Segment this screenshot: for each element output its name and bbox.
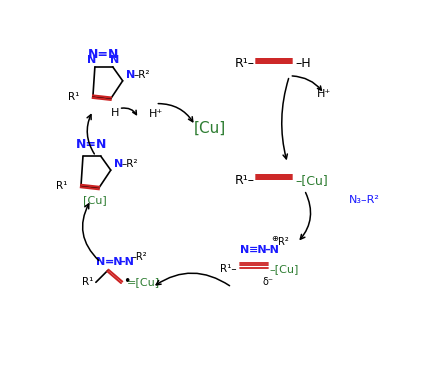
Text: =N: =N (104, 257, 123, 268)
Text: N: N (87, 55, 96, 65)
Text: –[Cu]: –[Cu] (269, 264, 298, 274)
Text: N: N (110, 55, 119, 65)
Text: ≡N: ≡N (248, 245, 267, 254)
Text: N=N: N=N (88, 48, 119, 62)
Text: N: N (96, 257, 105, 268)
Text: R¹–: R¹– (234, 57, 254, 70)
Text: –N: –N (119, 257, 134, 268)
Text: –N: –N (264, 245, 279, 254)
Text: •: • (122, 275, 130, 288)
Text: [Cu]: [Cu] (193, 121, 226, 136)
Text: H⁺: H⁺ (317, 89, 331, 99)
Text: N: N (125, 70, 135, 80)
Text: –R²: –R² (131, 251, 147, 262)
Text: N: N (239, 245, 248, 254)
Text: H⁺: H⁺ (148, 108, 162, 119)
Text: –H: –H (295, 57, 310, 70)
Text: R¹: R¹ (67, 92, 79, 102)
Text: –R²: –R² (121, 159, 138, 169)
Text: N₃–R²: N₃–R² (348, 195, 379, 205)
Text: R¹: R¹ (81, 277, 93, 287)
Text: N=N: N=N (76, 138, 107, 151)
Text: R¹–: R¹– (234, 174, 254, 187)
Text: ⊕: ⊕ (271, 234, 277, 243)
Text: H: H (110, 108, 118, 118)
Text: –[Cu]: –[Cu] (295, 174, 327, 187)
Text: R²: R² (277, 237, 288, 246)
Text: R¹–: R¹– (220, 264, 236, 274)
Text: =[Cu]: =[Cu] (127, 277, 159, 287)
Text: R¹: R¹ (55, 181, 67, 191)
Text: N: N (113, 159, 123, 169)
Text: –R²: –R² (133, 70, 150, 80)
Text: δ⁻: δ⁻ (262, 277, 273, 287)
Text: [Cu]: [Cu] (83, 195, 106, 205)
